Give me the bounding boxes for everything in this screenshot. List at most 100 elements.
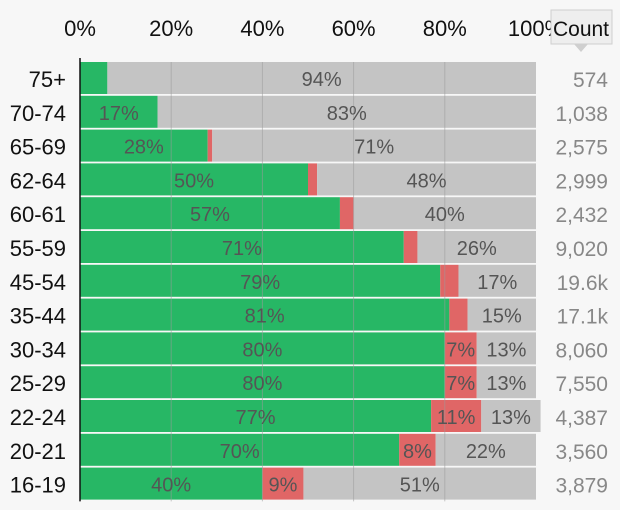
row-label: 75+ (29, 67, 66, 92)
segment-label-gray: 83% (327, 103, 367, 125)
row-count: 2,999 (555, 170, 608, 193)
bar-segment-gray (481, 400, 541, 432)
row-count: 3,879 (555, 475, 608, 498)
bar-segment-gray (467, 298, 536, 331)
count-column: Count 574 1,038 2,575 2,999 2,432 9,020 19.6k 1… (550, 9, 613, 498)
count-header-caret-icon (574, 44, 588, 52)
row-count: 1,038 (555, 103, 608, 126)
bar-segment-green (80, 163, 308, 196)
bars-layer (80, 62, 541, 500)
segment-label-gray: 13% (491, 407, 531, 429)
bar-segment-gray (476, 366, 536, 399)
bar-segment-gray (417, 231, 536, 263)
bar-segment-gray (476, 332, 536, 365)
bar-segment-red (444, 332, 477, 365)
segment-label-gray: 51% (400, 475, 440, 497)
bar-segment-green (80, 400, 432, 432)
x-tick-label: 80% (423, 16, 467, 41)
segment-label-gray: 13% (486, 339, 526, 361)
bar-segment-red (399, 433, 436, 466)
segment-label-green: 70% (220, 441, 260, 463)
count-header: Count (553, 18, 609, 41)
bar-segment-red (207, 129, 213, 162)
bar-segment-gray (435, 433, 536, 466)
row-label: 55-59 (10, 236, 66, 261)
row-label: 25-29 (10, 371, 66, 396)
segment-label-green: 28% (124, 137, 164, 159)
row-label: 62-64 (10, 168, 66, 193)
bar-segment-red (403, 231, 418, 263)
bar-segment-green (80, 264, 441, 297)
grid-layer (170, 62, 446, 502)
row-label: 16-19 (10, 473, 66, 498)
row-count: 9,020 (555, 238, 608, 261)
row-label: 30-34 (10, 337, 66, 362)
bar-segment-gray (107, 62, 537, 94)
bar-segment-gray (303, 467, 536, 500)
x-tick-label: 0% (64, 16, 96, 41)
segment-label-gray: 22% (466, 441, 506, 463)
segment-label-green: 80% (242, 339, 282, 361)
segment-label-gray: 17% (477, 272, 517, 294)
bar-segment-red (440, 264, 459, 297)
segment-label-gray: 94% (302, 69, 342, 91)
segment-label-gray: 13% (486, 373, 526, 395)
x-tick-label: 60% (332, 16, 376, 41)
bar-segment-gray (157, 95, 536, 128)
segment-labels: 94% 17% 83% 28% 71% 50% 48% 57% 40% 71% 26% 79% 17% 8… (99, 69, 531, 497)
segment-label-gray: 15% (482, 306, 522, 328)
bar-segment-green (80, 298, 450, 331)
segment-label-red: 8% (403, 441, 432, 463)
bar-segment-gray (212, 129, 537, 162)
row-label: 45-54 (10, 270, 66, 295)
x-tick-label: 40% (240, 16, 284, 41)
segment-label-gray: 71% (354, 137, 394, 159)
bar-segment-green (80, 62, 108, 94)
row-count: 8,060 (555, 339, 608, 362)
row-label: 65-69 (10, 135, 66, 160)
segment-label-gray: 48% (407, 170, 447, 192)
bar-segment-green (80, 231, 404, 263)
row-count: 3,560 (555, 441, 608, 464)
bar-segment-green (80, 433, 400, 466)
segment-label-red: 9% (268, 475, 297, 497)
row-label: 35-44 (10, 304, 66, 329)
row-label: 60-61 (10, 202, 66, 227)
segment-label-red: 11% (437, 407, 476, 429)
bar-segment-red (262, 467, 304, 500)
segment-label-green: 79% (240, 272, 280, 294)
bar-segment-red (449, 298, 468, 331)
row-count: 2,575 (555, 137, 608, 160)
row-count: 17.1k (557, 306, 609, 329)
segment-label-red: 7% (446, 373, 475, 395)
bar-segment-green (80, 129, 208, 162)
row-count: 19.6k (557, 272, 609, 295)
segment-label-gray: 26% (457, 238, 497, 260)
count-header-box (550, 9, 613, 45)
y-axis-labels: 75+ 70-74 65-69 62-64 60-61 55-59 45-54 35-44 30… (10, 67, 66, 498)
segment-label-green: 77% (236, 407, 276, 429)
bar-segment-red (308, 163, 318, 196)
x-tick-label: 20% (149, 16, 193, 41)
segment-label-gray: 40% (425, 204, 465, 226)
row-count: 4,387 (555, 407, 608, 430)
segment-label-green: 71% (222, 238, 262, 260)
row-label: 70-74 (10, 101, 66, 126)
row-label: 22-24 (10, 405, 66, 430)
bar-segment-gray (458, 264, 536, 297)
segment-label-green: 81% (245, 306, 285, 328)
segment-label-green: 80% (242, 373, 282, 395)
bar-segment-red (339, 197, 354, 230)
segment-label-green: 17% (99, 103, 139, 125)
bar-segment-green (80, 197, 340, 230)
bar-segment-red (444, 366, 477, 399)
segment-label-green: 57% (190, 204, 230, 226)
segment-label-green: 50% (174, 170, 214, 192)
bar-segment-green (80, 95, 158, 128)
row-count: 7,550 (555, 373, 608, 396)
segment-label-red: 7% (446, 339, 475, 361)
row-label: 20-21 (10, 439, 66, 464)
row-count: 574 (573, 69, 608, 92)
segment-label-green: 40% (151, 475, 191, 497)
